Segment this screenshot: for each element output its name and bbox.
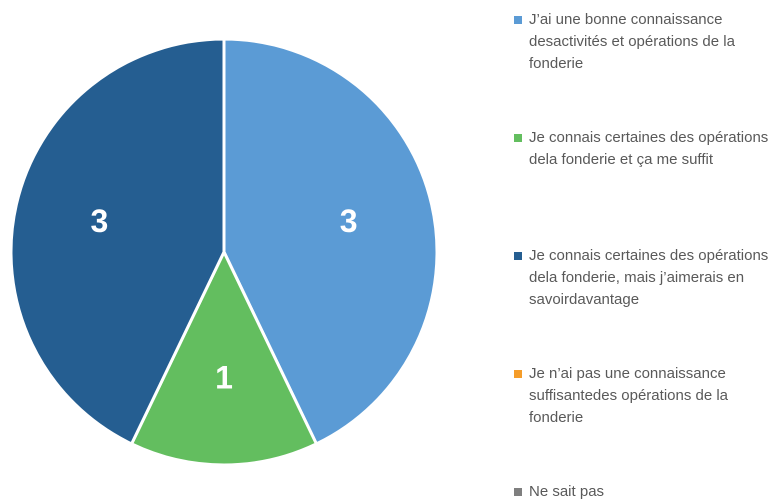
legend-swatch <box>514 134 522 142</box>
pie-slice <box>9 37 226 446</box>
legend-item: Ne sait pas <box>514 481 776 502</box>
legend-item: Je connais certaines des opérations dela… <box>514 127 776 171</box>
value-label: 3 <box>91 203 109 239</box>
legend-swatch <box>514 16 522 24</box>
legend-swatch <box>514 488 522 496</box>
legend-item: Je n’ai pas une connaissance suffisanted… <box>514 363 776 429</box>
legend-label: Ne sait pas <box>529 483 605 500</box>
legend-label: Je connais certaines des opérations dela… <box>529 129 769 168</box>
legend-item: J’ai une bonne connaissance desactivités… <box>514 9 776 75</box>
legend-swatch <box>514 370 522 378</box>
value-label: 3 <box>340 203 358 239</box>
pie-slice <box>129 248 319 467</box>
legend-swatch <box>514 252 522 260</box>
legend-label: Je connais certaines des opérations dela… <box>529 247 769 308</box>
pie-slice <box>222 37 439 446</box>
pie-area: 3 1 3 <box>9 37 439 467</box>
legend-item: Je connais certaines des opérations dela… <box>514 245 776 311</box>
legend-label: Je n’ai pas une connaissance suffisanted… <box>529 365 729 426</box>
value-label: 1 <box>215 359 233 395</box>
legend-label: J’ai une bonne connaissance desactivités… <box>529 11 735 72</box>
